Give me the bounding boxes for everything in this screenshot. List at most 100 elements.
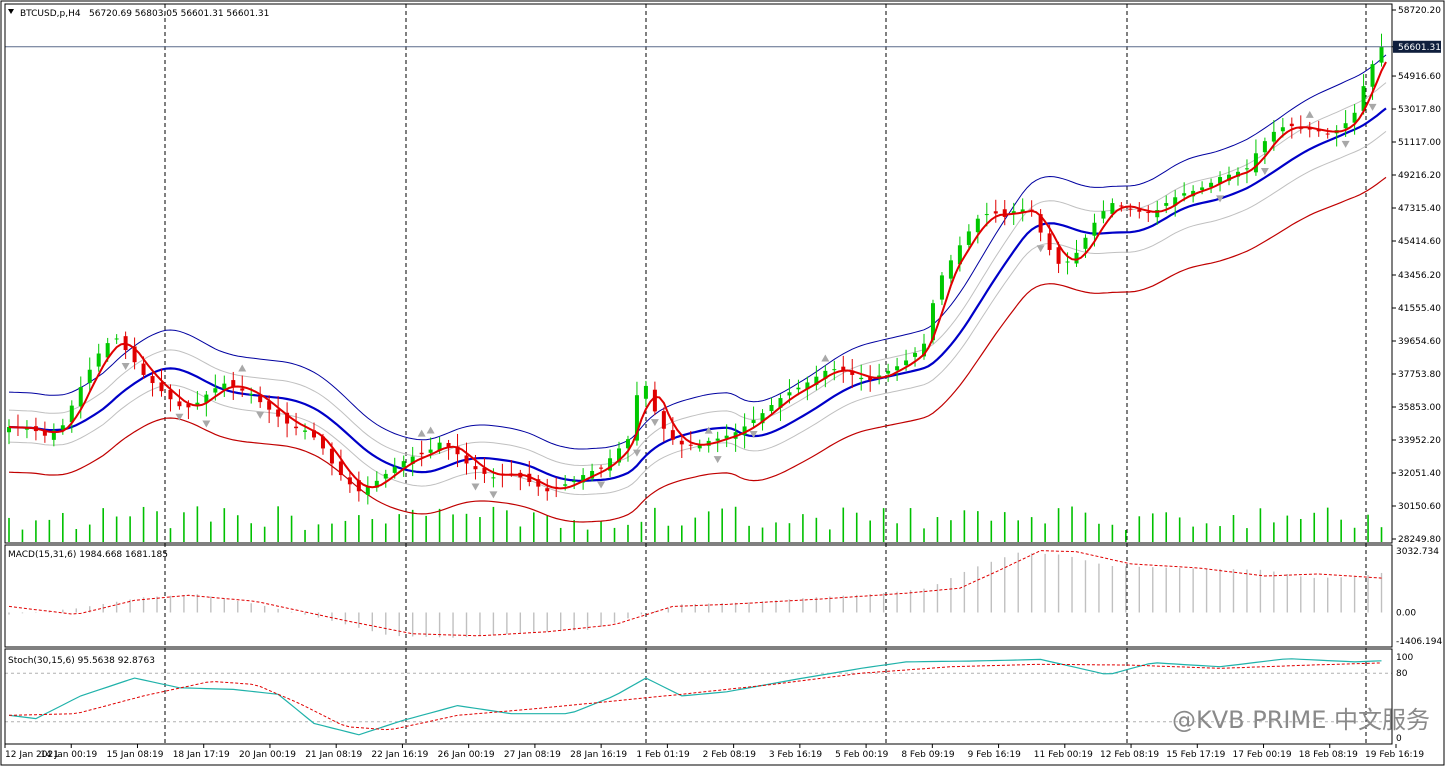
price-tick-label: 41555.40 <box>1398 304 1441 314</box>
fractal-up-icon <box>238 364 247 372</box>
macd-pane[interactable] <box>8 550 1383 638</box>
bear-candle <box>1119 205 1124 207</box>
price-tick-label: 32051.40 <box>1398 469 1441 479</box>
bear-candle <box>132 346 137 363</box>
time-tick-label: 27 Jan 08:19 <box>504 750 561 760</box>
fractal-down-icon <box>1260 167 1269 175</box>
bull-candle <box>832 369 837 371</box>
bull-candle <box>96 353 101 367</box>
bull-candle <box>78 387 83 407</box>
time-tick-label: 28 Jan 16:19 <box>570 750 627 760</box>
symbol-label: BTCUSD,p,H4 <box>20 9 81 19</box>
moving-average-slow-line <box>8 107 1387 482</box>
price-pane[interactable] <box>5 33 1392 542</box>
bull-candle <box>1280 127 1285 132</box>
bull-candle <box>410 456 415 464</box>
bull-candle <box>204 394 209 403</box>
bear-candle <box>599 467 604 469</box>
macd-signal-line <box>8 550 1382 637</box>
fractal-down-icon <box>749 431 758 439</box>
stoch-pane[interactable] <box>5 658 1392 736</box>
bull-candle <box>1191 190 1196 197</box>
price-tick-label: 28249.80 <box>1398 535 1441 545</box>
bull-candle <box>697 444 702 449</box>
bear-candle <box>267 401 272 410</box>
bear-candle <box>356 480 361 492</box>
bear-candle <box>329 448 334 464</box>
bear-candle <box>186 403 191 408</box>
bear-candle <box>1047 233 1052 250</box>
bull-candle <box>590 470 595 479</box>
bull-candle <box>1173 197 1178 206</box>
fractal-down-icon <box>597 481 606 489</box>
bull-candle <box>823 370 828 379</box>
bull-candle <box>1200 187 1205 190</box>
bull-candle <box>1209 182 1214 188</box>
bull-candle <box>715 438 720 441</box>
bull-candle <box>1271 131 1276 142</box>
bear-candle <box>177 401 182 407</box>
macd-tick-label: 0.00 <box>1396 608 1416 618</box>
watermark-text: @KVB PRIME 中文服务 <box>1172 706 1430 734</box>
bull-candle <box>957 245 962 265</box>
time-tick-label: 18 Jan 17:19 <box>173 750 230 760</box>
bear-candle <box>850 370 855 375</box>
bull-candle <box>1092 222 1097 236</box>
time-tick-label: 5 Feb 00:19 <box>835 750 889 760</box>
macd-tick-label: 3032.734 <box>1396 547 1439 557</box>
bull-candle <box>365 486 370 495</box>
bear-candle <box>1146 212 1151 214</box>
bull-candle <box>634 395 639 441</box>
bull-candle <box>966 231 971 245</box>
last-price-tag <box>1393 40 1441 53</box>
fractal-down-icon <box>1036 245 1045 253</box>
price-tick-label: 54916.60 <box>1398 72 1441 82</box>
bull-candle <box>877 375 882 378</box>
bull-candle <box>922 343 927 357</box>
price-tick-label: 39654.60 <box>1398 337 1441 347</box>
bull-candle <box>724 435 729 439</box>
bear-candle <box>159 382 164 392</box>
bull-candle <box>1352 112 1357 123</box>
bear-candle <box>312 430 317 438</box>
time-tick-label: 11 Feb 00:19 <box>1034 750 1093 760</box>
bear-candle <box>545 488 550 492</box>
bull-candle <box>249 394 254 396</box>
bear-candle <box>688 444 693 446</box>
stoch-signal-line <box>8 662 1382 731</box>
time-tick-label: 26 Jan 00:19 <box>438 750 495 760</box>
bull-candle <box>751 420 756 424</box>
bull-candle <box>1361 86 1366 111</box>
bull-candle <box>948 260 953 279</box>
bull-candle <box>383 473 388 479</box>
time-tick-label: 1 Feb 01:19 <box>636 750 690 760</box>
bear-candle <box>1002 209 1007 217</box>
envelope-inner-lower-line <box>8 131 1387 496</box>
bear-candle <box>320 436 325 449</box>
macd-pane-frame <box>4 544 1393 648</box>
bull-candle <box>1083 237 1088 249</box>
bear-candle <box>294 426 299 429</box>
bull-candle <box>895 366 900 371</box>
fractal-down-icon <box>202 420 211 428</box>
bear-candle <box>419 452 424 455</box>
bull-candle <box>814 376 819 385</box>
price-pane-frame <box>4 3 1393 544</box>
fractal-down-icon <box>175 413 184 421</box>
bull-candle <box>1074 252 1079 264</box>
bull-candle <box>392 466 397 473</box>
bear-candle <box>150 376 155 384</box>
bull-candle <box>1182 193 1187 196</box>
bull-candle <box>24 428 29 430</box>
macd-tick-label: -1406.194 <box>1396 637 1442 647</box>
bull-candle <box>303 430 308 432</box>
fractal-down-icon <box>256 411 265 419</box>
price-tick-label: 30150.60 <box>1398 502 1441 512</box>
bull-candle <box>913 352 918 357</box>
bear-candle <box>841 366 846 372</box>
bear-candle <box>536 479 541 487</box>
bull-candle <box>904 360 909 366</box>
